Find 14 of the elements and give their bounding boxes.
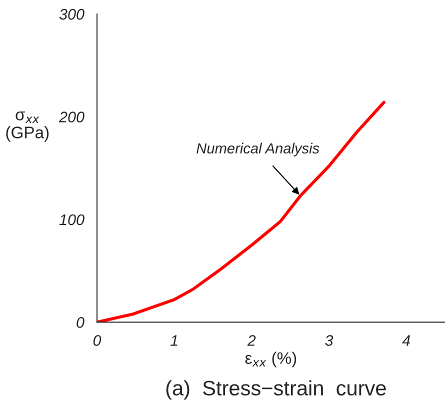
- line-series: [97, 100, 386, 322]
- x-tick-label: 2: [247, 335, 256, 346]
- x-axis-title: ε$_{xx}$ (%): [245, 352, 296, 368]
- y-tick-label: 300: [59, 8, 84, 20]
- y-axis-title: σ$_{xx}$ (GPa): [6, 111, 49, 142]
- x-tick-label: 1: [170, 335, 178, 346]
- y-tick-label: 100: [59, 214, 84, 226]
- text: (a) Stress−strain curve: [166, 380, 386, 400]
- x-tick-label: 4: [402, 335, 410, 346]
- x-tick-label: 3: [325, 335, 334, 346]
- y-tick-label: 0: [76, 317, 84, 328]
- x-tick-label: 0: [93, 335, 102, 346]
- annotation: Numerical Analysis: [196, 142, 320, 156]
- y-tick-label: 200: [58, 112, 84, 122]
